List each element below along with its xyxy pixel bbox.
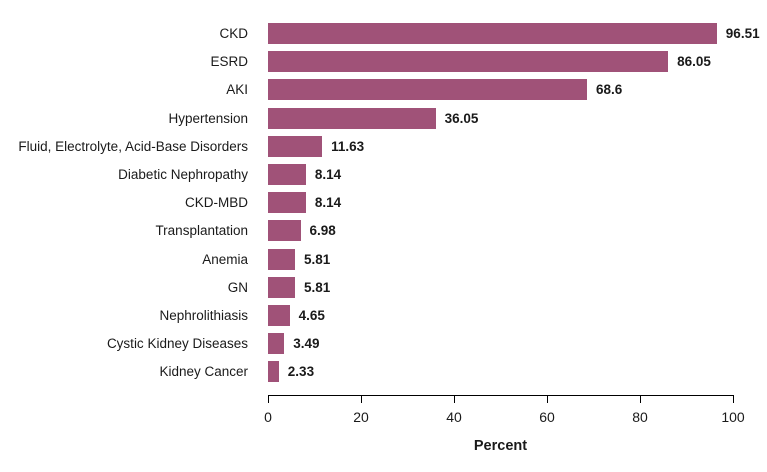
x-axis-title: Percent xyxy=(473,438,528,454)
bar xyxy=(268,192,306,213)
x-axis-tick-label: 40 xyxy=(446,409,462,425)
x-axis-tick-label: 60 xyxy=(539,409,555,425)
value-label: 8.14 xyxy=(314,167,342,182)
bar xyxy=(268,220,301,241)
x-axis-tick xyxy=(733,395,734,403)
x-axis-tick xyxy=(361,395,362,403)
category-label: Nephrolithiasis xyxy=(159,308,248,323)
bar xyxy=(268,108,436,129)
bar xyxy=(268,249,295,270)
category-label: Diabetic Nephropathy xyxy=(118,167,248,182)
bar xyxy=(268,277,295,298)
category-label: Kidney Cancer xyxy=(159,364,248,379)
x-axis-tick-label: 20 xyxy=(353,409,369,425)
bar xyxy=(268,305,290,326)
category-label: Transplantation xyxy=(155,223,248,238)
value-label: 68.6 xyxy=(596,82,623,97)
value-label: 5.81 xyxy=(304,280,331,295)
bar xyxy=(268,79,587,100)
category-label: CKD-MBD xyxy=(185,195,248,210)
x-axis-tick xyxy=(547,395,548,403)
bar xyxy=(268,136,323,157)
x-axis-line xyxy=(268,395,734,396)
value-label: 86.05 xyxy=(677,54,711,69)
bar xyxy=(268,23,717,44)
value-label: 11.63 xyxy=(331,139,365,154)
category-label: Anemia xyxy=(202,252,248,267)
x-axis-tick-label: 80 xyxy=(632,409,648,425)
value-label: 3.49 xyxy=(293,336,320,351)
category-label: Cystic Kidney Diseases xyxy=(106,336,248,351)
bar xyxy=(268,333,285,354)
x-axis-tick xyxy=(640,395,641,403)
value-label: 8.14 xyxy=(314,195,342,210)
bar xyxy=(268,51,669,72)
category-label: GN xyxy=(227,280,248,295)
category-label: Fluid, Electrolyte, Acid-Base Disorders xyxy=(18,139,248,154)
category-label: ESRD xyxy=(210,54,248,69)
x-axis-tick xyxy=(454,395,455,403)
category-label: AKI xyxy=(226,82,248,97)
x-axis-tick-label: 0 xyxy=(264,409,272,425)
value-label: 6.98 xyxy=(309,223,336,238)
bar xyxy=(268,164,306,185)
category-label: CKD xyxy=(219,26,248,41)
value-label: 5.81 xyxy=(304,252,331,267)
bar xyxy=(268,361,279,382)
value-label: 2.33 xyxy=(287,364,315,379)
x-axis-tick-label: 100 xyxy=(721,409,745,425)
x-axis-tick xyxy=(268,395,269,403)
value-label: 36.05 xyxy=(444,111,479,126)
category-label: Hypertension xyxy=(168,111,248,126)
value-label: 4.65 xyxy=(298,308,325,323)
value-label: 96.51 xyxy=(725,26,760,41)
